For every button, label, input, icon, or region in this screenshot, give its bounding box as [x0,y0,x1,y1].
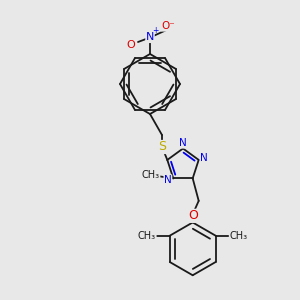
Text: CH₃: CH₃ [229,231,248,241]
Text: N: N [200,153,208,164]
Text: N: N [164,175,172,185]
Text: +: + [152,26,159,35]
Text: CH₃: CH₃ [138,231,156,241]
Text: S: S [158,140,166,154]
Text: O: O [188,209,198,222]
Text: O: O [126,40,135,50]
Text: N: N [146,32,154,43]
Text: O⁻: O⁻ [161,21,175,31]
Text: N: N [179,138,187,148]
Text: CH₃: CH₃ [142,170,160,180]
